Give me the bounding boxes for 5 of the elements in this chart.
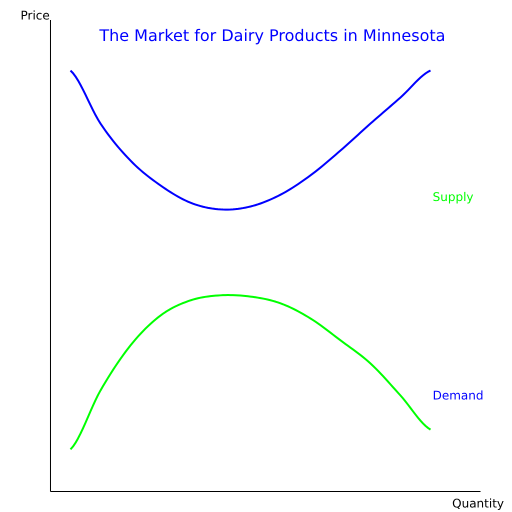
chart-title: The Market for Dairy Products in Minnesota (98, 26, 446, 46)
y-axis-title: Price (20, 8, 50, 22)
text: Supply (432, 190, 474, 204)
x-axis-title: Quantity (452, 496, 504, 510)
text: Demand (432, 388, 484, 403)
